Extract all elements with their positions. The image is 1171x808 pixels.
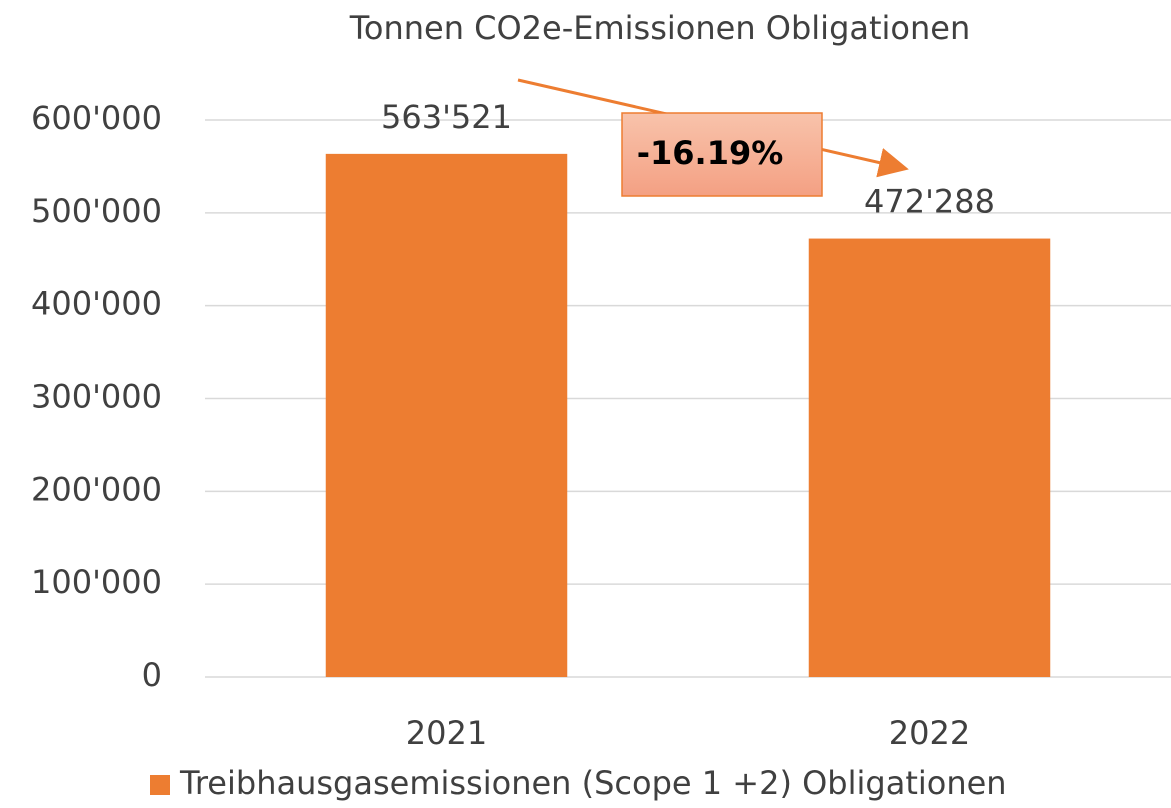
annotation-box [621, 112, 823, 197]
y-tick-label: 600'000 [31, 99, 162, 137]
chart-title: Tonnen CO2e-Emissionen Obligationen [349, 9, 971, 47]
y-tick-label: 300'000 [31, 378, 162, 416]
plot-area: 0 100'000 200'000 300'000 400'000 500'000 600'… [31, 98, 1171, 802]
y-tick-label: 0 [142, 656, 162, 694]
annotation: -16.19% [637, 134, 784, 172]
x-tick-label: 2022 [889, 714, 970, 752]
y-tick-label: 400'000 [31, 285, 162, 323]
legend-label: Treibhausgasemissionen (Scope 1 +2) Obli… [179, 764, 1007, 802]
y-tick-label: 100'000 [31, 563, 162, 601]
legend-swatch [150, 775, 170, 795]
x-tick-label: 2021 [406, 714, 487, 752]
bar [325, 153, 568, 677]
y-tick-label: 500'000 [31, 192, 162, 230]
bar [808, 238, 1051, 677]
data-label: 563'521 [381, 98, 512, 136]
data-label: 472'288 [864, 183, 995, 221]
y-tick-label: 200'000 [31, 470, 162, 508]
